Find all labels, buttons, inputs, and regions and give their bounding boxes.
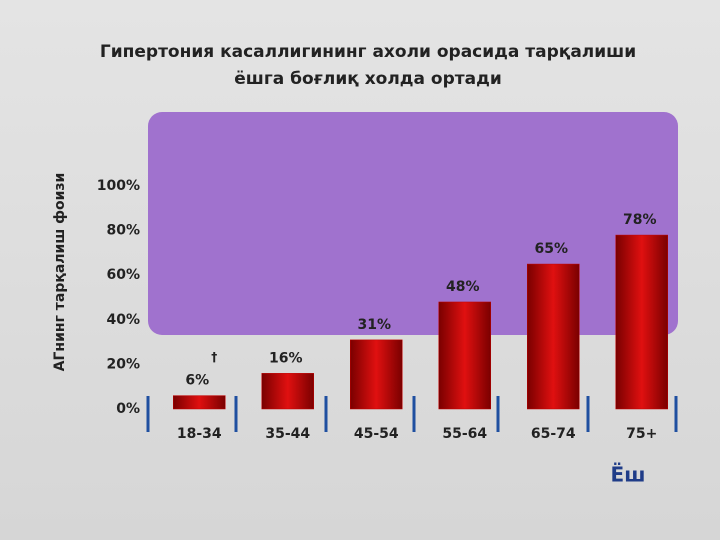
y-axis-label: АГнинг тарқалиш фоизи	[52, 173, 68, 372]
chart-title: ёшга боғлиқ холда ортади	[234, 69, 501, 89]
x-tick-label: 35-44	[265, 426, 310, 442]
bar	[438, 301, 491, 410]
y-tick-label: 20%	[106, 356, 140, 372]
bar	[261, 373, 314, 410]
y-tick-label: 0%	[116, 401, 140, 417]
y-tick-label: 100%	[97, 178, 140, 194]
separators	[146, 396, 678, 432]
value-label: 6%	[185, 373, 209, 389]
y-tick-label: 80%	[106, 223, 140, 239]
x-axis-label: Ёш	[611, 463, 646, 487]
chart-title: Гипертония касаллигининг ахоли орасида т…	[100, 42, 636, 62]
x-tick-label: 55-64	[442, 426, 487, 442]
highlight-panel	[148, 112, 678, 335]
x-tick-label: 65-74	[531, 426, 576, 442]
x-tick-label: 18-34	[177, 426, 222, 442]
x-tick-label: 75+	[626, 426, 657, 442]
value-label: 16%	[269, 350, 303, 366]
y-tick-label: 60%	[106, 267, 140, 283]
x-tick-label: 45-54	[354, 426, 399, 442]
bar	[350, 339, 403, 410]
value-label: 48%	[446, 279, 480, 295]
value-label: 78%	[623, 212, 657, 228]
value-label: 65%	[534, 241, 568, 257]
annotation: †	[211, 350, 217, 364]
y-tick-label: 40%	[106, 312, 140, 328]
bar	[173, 395, 226, 410]
bar	[615, 234, 668, 410]
bar	[527, 263, 580, 410]
value-label: 31%	[357, 317, 391, 333]
